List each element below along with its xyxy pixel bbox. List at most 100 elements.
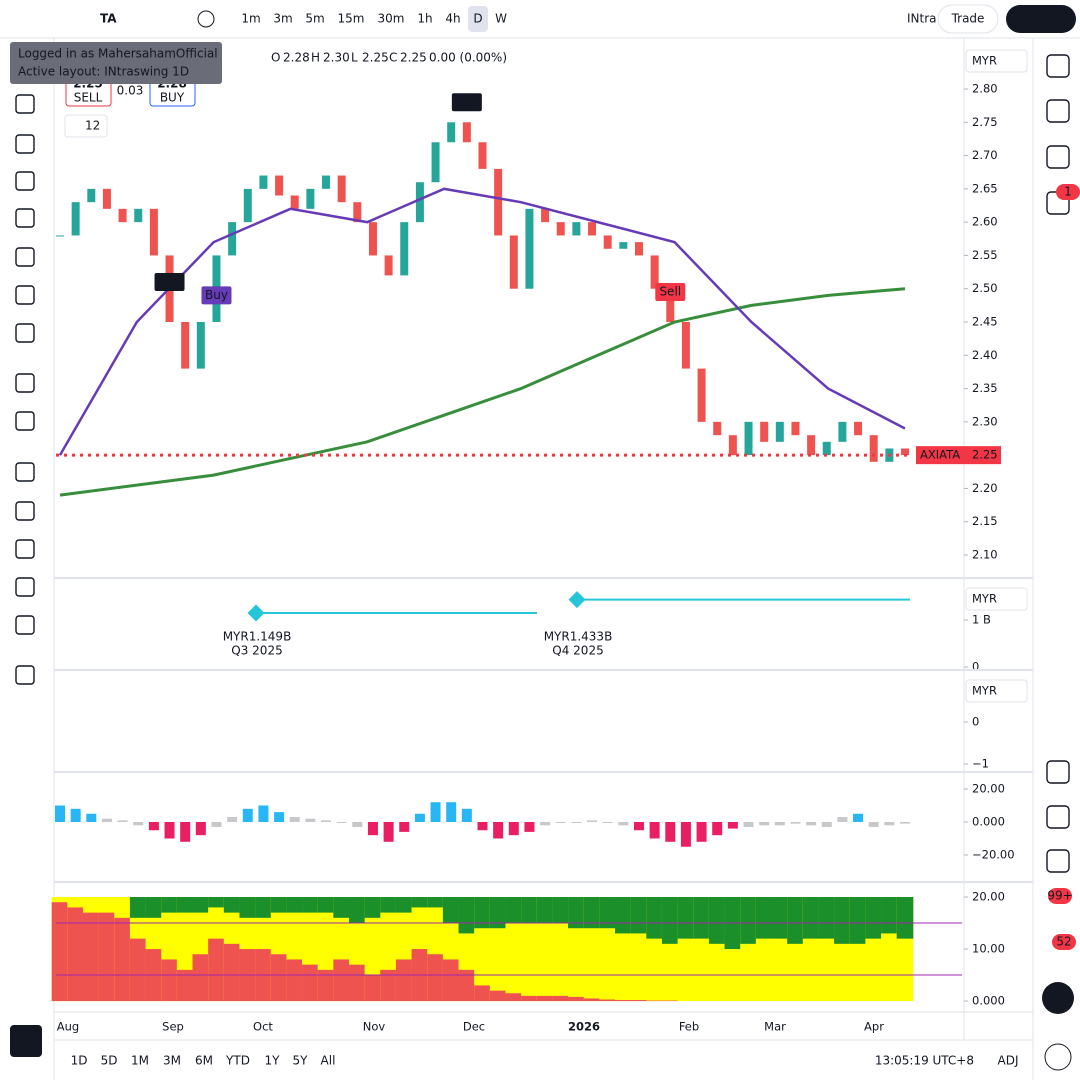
oscillator-bar [900,821,910,824]
earnings-period: Q4 2025 [552,644,603,658]
strength-red [661,1000,679,1002]
indicators-toggle[interactable] [64,114,108,138]
layout-name[interactable]: INtra [907,12,937,26]
sidebar-icon[interactable] [1046,805,1070,829]
interval[interactable]: 30m [378,12,405,26]
range-button[interactable]: 6M [195,1054,213,1068]
interval[interactable]: 5m [305,12,324,26]
tool-icon[interactable] [15,411,35,431]
oscillator-bar [524,821,535,832]
strength-green [286,897,304,913]
oscillator-bar [790,821,801,824]
currency-box[interactable] [965,587,1028,611]
tool-icon[interactable] [15,323,35,343]
sell-label: SELL [74,91,103,105]
earnings-period: Q3 2025 [231,644,282,658]
candle [556,222,565,236]
tool-icon[interactable] [15,285,35,305]
strength-green [395,897,413,913]
oscillator-bar [853,813,864,822]
oscillator-bar [430,802,441,822]
candle [275,175,284,196]
interval[interactable]: 15m [338,12,365,26]
currency-box[interactable] [965,679,1028,703]
oscillator-bar [148,821,159,831]
range-button[interactable]: 1M [131,1054,149,1068]
candle [697,368,706,422]
range-button[interactable]: All [321,1054,336,1068]
y-tick-label: 20.00 [972,890,1005,904]
range-button[interactable]: 3M [163,1054,181,1068]
interval[interactable]: D [473,12,482,26]
tool-icon[interactable] [15,373,35,393]
candle [462,122,471,143]
interval[interactable]: 1m [241,12,260,26]
sidebar-icon[interactable] [1046,54,1070,78]
tool-icon[interactable] [15,665,35,685]
oscillator-bar [477,821,488,831]
trade-button[interactable] [937,4,999,34]
oscillator-bar [164,821,175,839]
sidebar-icon[interactable] [1046,145,1070,169]
interval[interactable]: 1h [417,12,432,26]
strength-green [364,897,382,918]
tool-icon[interactable] [15,539,35,559]
symbol[interactable]: TA [100,12,117,26]
oscillator-bar [336,821,347,823]
range-button[interactable]: 5Y [293,1054,309,1068]
y-tick-label: 2.60 [972,215,998,229]
x-tick-label: Oct [253,1020,273,1034]
adj[interactable]: ADJ [998,1054,1019,1068]
range-button[interactable]: 1D [71,1054,88,1068]
tool-icon[interactable] [15,501,35,521]
oscillator-bar [602,821,613,823]
range-button[interactable]: 1Y [265,1054,281,1068]
tool-icon[interactable] [15,208,35,228]
help-button[interactable] [1044,1043,1072,1071]
interval[interactable]: W [495,12,507,26]
tool-icon[interactable] [15,577,35,597]
legend-h: 2.30 [323,51,350,65]
signal-box [201,286,232,305]
signal: Sell [456,95,478,109]
tool-icon[interactable] [15,247,35,267]
currency-box[interactable] [965,49,1028,73]
interval[interactable]: 3m [273,12,292,26]
y-tick-label: 2.55 [972,248,998,262]
tool-icon[interactable] [15,94,35,114]
tool-icon[interactable] [15,615,35,635]
tool-icon[interactable] [15,134,35,154]
candle [681,322,690,369]
interval[interactable]: 4h [445,12,460,26]
candle [259,175,268,189]
currency[interactable]: MYR [972,684,997,698]
y-tick-label: 2.35 [972,381,998,395]
apps-button[interactable] [1042,982,1074,1014]
sidebar-icon[interactable] [1046,99,1070,123]
currency[interactable]: MYR [972,592,997,606]
publish-button[interactable] [1006,5,1076,33]
strength-red [442,959,460,1002]
add-symbol[interactable] [197,10,215,28]
legend-change: 0.00 (0.00%) [429,51,507,65]
y-tick-label: 2.40 [972,348,998,362]
sidebar-icon[interactable] [1046,760,1070,784]
candle [478,142,487,169]
tool-icon[interactable] [15,462,35,482]
trade[interactable]: Trade [951,12,985,26]
publish[interactable]: Publish [1020,12,1063,26]
strength-red [552,995,570,1002]
range-button[interactable]: 5D [101,1054,118,1068]
range-button[interactable]: YTD [225,1054,250,1068]
candle [650,255,659,289]
tool-icon[interactable] [15,171,35,191]
oscillator-bar [227,817,238,822]
oscillator-bar [665,821,676,842]
candle [807,435,816,456]
sidebar-icon[interactable] [1046,849,1070,873]
candle [228,222,237,256]
strength-green [427,897,444,908]
x-tick-label: Apr [864,1020,884,1034]
watchlist-button[interactable] [10,1025,42,1057]
currency[interactable]: MYR [972,54,997,68]
